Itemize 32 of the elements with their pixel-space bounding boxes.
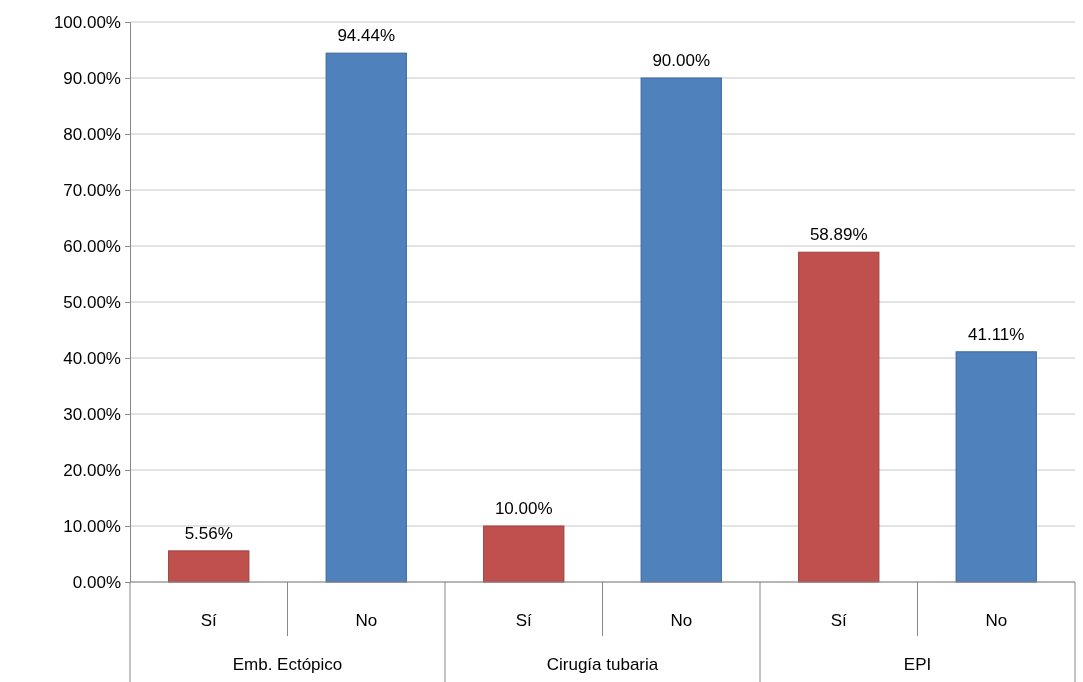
y-tick-label: 70.00% xyxy=(63,180,121,200)
text: Emb. Ectópico xyxy=(232,655,343,674)
data-label: 10.00% xyxy=(494,499,553,518)
y-tick-label: 10.00% xyxy=(63,516,121,536)
data-label: 58.89% xyxy=(809,225,868,245)
data-label: 94.44% xyxy=(337,26,396,46)
y-tick-label: 20.00% xyxy=(63,460,121,480)
data-label: 41.11% xyxy=(968,324,1025,344)
bar xyxy=(483,525,565,583)
y-tick-label: 80.00% xyxy=(63,124,121,144)
data-label: 90.00% xyxy=(652,51,711,70)
y-tick-label: 100.00% xyxy=(53,12,121,32)
y-tick-label: 30.00% xyxy=(63,404,121,424)
y-tick-label: 0.00% xyxy=(72,572,121,592)
text: Cirugía tubaria xyxy=(546,655,659,674)
y-tick-label: 50.00% xyxy=(63,292,121,312)
bar xyxy=(640,77,722,583)
y-tick-label: 40.00% xyxy=(63,348,121,368)
bar xyxy=(798,251,880,583)
x-tick-label: Sí xyxy=(830,611,848,630)
data-label: 5.56% xyxy=(184,523,233,543)
x-tick-label: Sí xyxy=(200,611,218,630)
bar xyxy=(955,351,1037,583)
x-tick-label: No xyxy=(355,611,378,630)
x-tick-label: Sí xyxy=(515,611,533,630)
y-tick-label: 90.00% xyxy=(63,68,121,88)
text: EPI xyxy=(903,655,932,674)
y-tick-label: 60.00% xyxy=(63,236,121,256)
bar xyxy=(168,550,250,583)
x-tick-label: No xyxy=(670,611,693,630)
x-tick-label: No xyxy=(985,611,1008,630)
bar xyxy=(325,52,407,583)
